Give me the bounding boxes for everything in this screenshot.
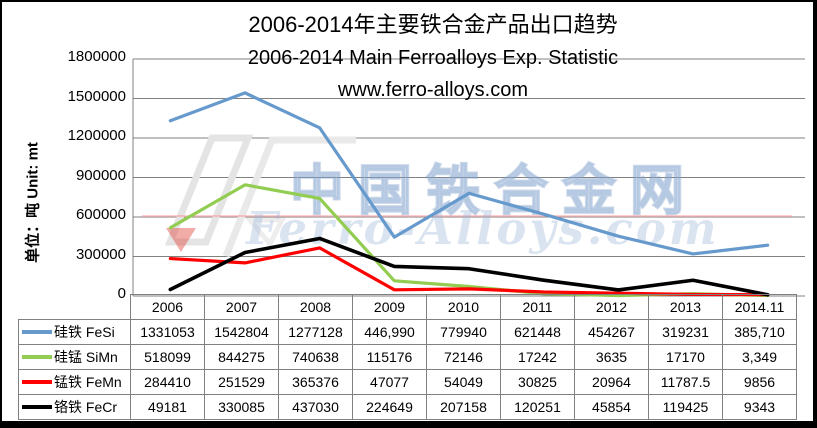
x-axis-year-cell: 2014.11 xyxy=(722,294,797,320)
table-row-series-0: 硅铁 FeSi 1331053 1542804 1277128 446,990 77994… xyxy=(18,319,797,345)
x-axis-year-cell: 2010 xyxy=(426,294,501,320)
legend-cell: 硅锰 SiMn xyxy=(18,344,131,370)
table-row-series-1: 硅锰 SiMn 518099 844275 740638 115176 72146 1724… xyxy=(18,344,797,370)
y-axis-tick-label: 1200000 xyxy=(67,127,126,144)
y-axis-tick-label: 0 xyxy=(117,285,126,302)
y-axis-tick-label: 1800000 xyxy=(67,48,126,65)
table-value-cell: 446,990 xyxy=(352,319,427,345)
table-value-cell: 47077 xyxy=(352,369,427,395)
table-value-cell: 251529 xyxy=(204,369,279,395)
y-axis-tick-label: 300000 xyxy=(75,245,126,263)
x-axis-year-cell: 2009 xyxy=(352,294,427,320)
table-value-cell: 437030 xyxy=(278,394,353,420)
y-axis-tick-label: 1500000 xyxy=(67,87,126,105)
legend-series-label: 锰铁 FeMn xyxy=(54,374,122,390)
table-value-cell: 779940 xyxy=(426,319,501,345)
table-value-cell: 385,710 xyxy=(722,319,797,345)
table-value-cell: 1277128 xyxy=(278,319,353,345)
table-value-cell: 284410 xyxy=(130,369,205,395)
y-axis-tick-label: 600000 xyxy=(75,206,126,223)
table-value-cell: 9343 xyxy=(722,394,797,420)
legend-line-swatch xyxy=(22,380,52,384)
legend-series-label: 铬铁 FeCr xyxy=(54,399,117,415)
table-value-cell: 621448 xyxy=(500,319,575,345)
x-axis-year-cell: 2007 xyxy=(204,294,279,320)
legend-series-label: 硅锰 SiMn xyxy=(54,349,118,365)
table-row-series-3: 铬铁 FeCr 49181 330085 437030 224649 207158 1202… xyxy=(18,394,797,420)
x-axis-year-cell: 2013 xyxy=(648,294,723,320)
x-axis-year-cell: 2006 xyxy=(130,294,205,320)
table-value-cell: 330085 xyxy=(204,394,279,420)
x-axis-row: 2006 2007 2008 2009 2010 2011 2012 2013 2014.11 xyxy=(19,294,797,320)
watermark-text-en: Ferro-Alloys.com xyxy=(246,202,720,255)
table-value-cell: 54049 xyxy=(426,369,501,395)
table-value-cell: 3635 xyxy=(574,344,649,370)
x-axis-year-cell: 2011 xyxy=(500,294,575,320)
chart-title-en: 2006-2014 Main Ferroalloys Exp. Statisti… xyxy=(247,47,619,69)
table-corner-cell xyxy=(19,295,131,320)
legend-line-swatch xyxy=(22,330,52,334)
table-value-cell: 119425 xyxy=(648,394,723,420)
table-value-cell: 72146 xyxy=(426,344,501,370)
table-value-cell: 365376 xyxy=(278,369,353,395)
table-value-cell: 30825 xyxy=(500,369,575,395)
table-value-cell: 120251 xyxy=(500,394,575,420)
table-value-cell: 454267 xyxy=(574,319,649,345)
chart-site-url: www.ferro-alloys.com xyxy=(337,79,529,101)
chart-titles: 2006-2014年主要铁合金产品出口趋势 2006-2014 Main Fer… xyxy=(47,2,813,102)
table-value-cell: 17242 xyxy=(500,344,575,370)
legend-line-swatch xyxy=(22,405,52,409)
table-value-cell: 844275 xyxy=(204,344,279,370)
table-value-cell: 20964 xyxy=(574,369,649,395)
chart-title-zh: 2006-2014年主要铁合金产品出口趋势 xyxy=(248,12,618,37)
legend-line-swatch xyxy=(22,355,52,359)
legend-cell: 铬铁 FeCr xyxy=(18,394,131,420)
table-value-cell: 3,349 xyxy=(722,344,797,370)
table-row-series-2: 锰铁 FeMn 284410 251529 365376 47077 54049 30825… xyxy=(18,369,797,395)
table-value-cell: 1542804 xyxy=(204,319,279,345)
table-value-cell: 11787.5 xyxy=(648,369,723,395)
x-axis-year-cell: 2008 xyxy=(278,294,353,320)
data-table: 2006 2007 2008 2009 2010 2011 2012 2013 2014.11 硅… xyxy=(18,294,797,420)
table-value-cell: 49181 xyxy=(130,394,205,420)
table-value-cell: 17170 xyxy=(648,344,723,370)
table-value-cell: 1331053 xyxy=(130,319,205,345)
legend-cell: 锰铁 FeMn xyxy=(18,369,131,395)
table-value-cell: 9856 xyxy=(722,369,797,395)
table-value-cell: 207158 xyxy=(426,394,501,420)
table-value-cell: 45854 xyxy=(574,394,649,420)
legend-series-label: 硅铁 FeSi xyxy=(54,324,115,340)
legend-cell: 硅铁 FeSi xyxy=(18,319,131,345)
table-value-cell: 115176 xyxy=(352,344,427,370)
table-value-cell: 740638 xyxy=(278,344,353,370)
table-value-cell: 224649 xyxy=(352,394,427,420)
x-axis-year-cell: 2012 xyxy=(574,294,649,320)
y-axis-tick-label: 900000 xyxy=(75,166,126,184)
table-value-cell: 518099 xyxy=(130,344,205,370)
table-value-cell: 319231 xyxy=(648,319,723,345)
